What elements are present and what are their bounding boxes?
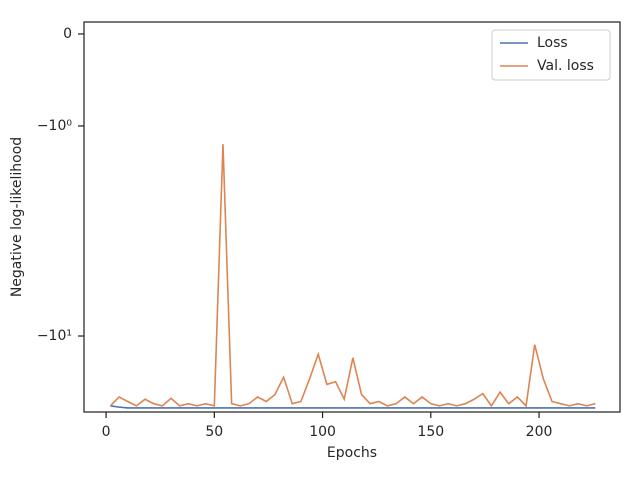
plot-frame: [83, 21, 621, 413]
line-series: [110, 405, 596, 409]
y-axis-label: Negative log-likelihood: [9, 137, 25, 297]
x-tick-label: 0: [102, 424, 111, 440]
y-tick-label: −10¹: [37, 328, 72, 344]
x-tick-label: 100: [309, 424, 336, 440]
y-tick-label: 0: [63, 26, 72, 42]
y-tick-label: −10⁰: [37, 118, 73, 134]
x-tick-label: 200: [526, 424, 553, 440]
x-axis-label: Epochs: [327, 445, 377, 461]
line-series: [109, 144, 596, 408]
x-tick-label: 150: [417, 424, 444, 440]
legend-label: Val. loss: [537, 58, 594, 74]
legend-label: Loss: [537, 35, 568, 51]
x-tick-label: 50: [205, 424, 223, 440]
